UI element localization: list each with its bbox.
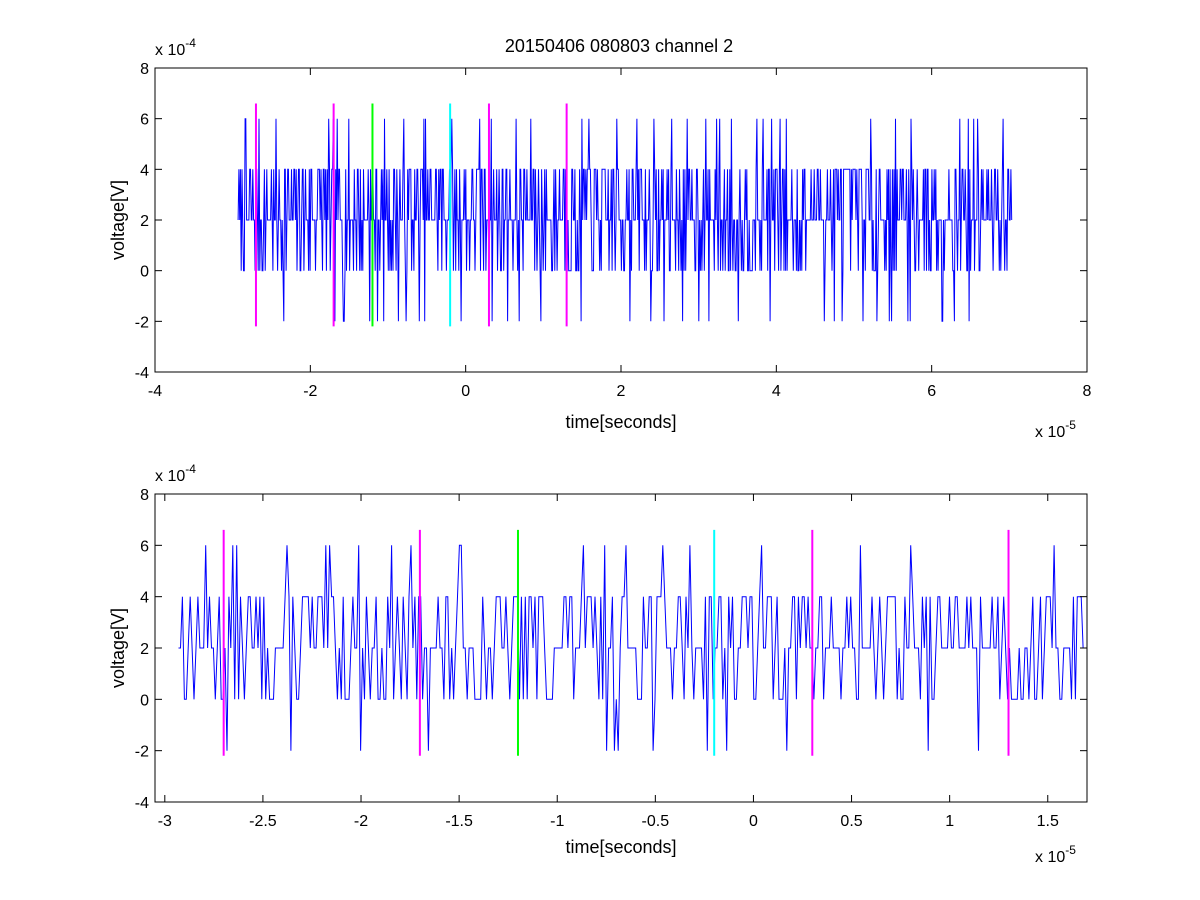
y-tick-label: 2 xyxy=(140,213,149,230)
x-tick-label: 2 xyxy=(617,383,626,400)
y-tick-label: 6 xyxy=(140,112,149,129)
x-tick-label: -2 xyxy=(303,383,317,400)
y-tick-label: 8 xyxy=(140,487,149,504)
x-tick-label: 1.5 xyxy=(1037,813,1059,830)
x-tick-label: -2.5 xyxy=(249,813,277,830)
bottom-plot: -3 -2.5 -2 -1.5 -1 -0.5 0 0.5 1 1.5 -4 -2 0 2 4 6 8 time… xyxy=(108,462,1088,866)
x-tick-label: -2 xyxy=(354,813,368,830)
signal-trace xyxy=(237,118,1013,322)
signal-trace xyxy=(178,544,1087,751)
bottom-y-multiplier: x 10-4 xyxy=(155,462,196,485)
x-tick-label: 4 xyxy=(772,383,781,400)
x-tick-label: -0.5 xyxy=(642,813,670,830)
x-tick-label: 6 xyxy=(927,383,936,400)
top-plot-marks xyxy=(237,103,1013,327)
y-tick-label: 8 xyxy=(140,61,149,78)
y-tick-label: -4 xyxy=(135,365,149,382)
y-tick-label: 2 xyxy=(140,641,149,658)
bottom-y-axis-label: voltage[V] xyxy=(108,608,128,688)
x-tick-label: 0.5 xyxy=(840,813,862,830)
bottom-plot-ticks: -3 -2.5 -2 -1.5 -1 -0.5 0 0.5 1 1.5 -4 -2 0 2 4 6 8 xyxy=(135,487,1087,830)
y-tick-label: 4 xyxy=(140,590,149,607)
x-tick-label: -4 xyxy=(148,383,162,400)
y-tick-label: 6 xyxy=(140,538,149,555)
top-x-multiplier: x 10-5 xyxy=(1035,418,1076,441)
top-y-multiplier: x 10-4 xyxy=(155,36,196,59)
x-tick-label: -3 xyxy=(158,813,172,830)
bottom-plot-marks xyxy=(178,529,1087,756)
top-plot-ticks: -4 -2 0 2 4 6 8 -4 -2 0 2 4 6 8 xyxy=(135,61,1092,400)
y-tick-label: 4 xyxy=(140,162,149,179)
x-tick-label: 0 xyxy=(461,383,470,400)
x-tick-label: -1.5 xyxy=(445,813,473,830)
x-tick-label: 0 xyxy=(749,813,758,830)
top-x-axis-label: time[seconds] xyxy=(565,412,676,432)
y-tick-label: -2 xyxy=(135,314,149,331)
bottom-x-multiplier: x 10-5 xyxy=(1035,843,1076,866)
y-tick-label: -2 xyxy=(135,744,149,761)
y-tick-label: 0 xyxy=(140,692,149,709)
x-tick-label: 8 xyxy=(1083,383,1092,400)
top-y-axis-label: voltage[V] xyxy=(108,180,128,260)
chart-title: 20150406 080803 channel 2 xyxy=(505,36,733,56)
x-tick-label: 1 xyxy=(945,813,954,830)
y-tick-label: -4 xyxy=(135,795,149,812)
x-tick-label: -1 xyxy=(550,813,564,830)
bottom-x-axis-label: time[seconds] xyxy=(565,837,676,857)
top-plot: -4 -2 0 2 4 6 8 -4 -2 0 2 4 6 8 time[seconds] voltage… xyxy=(108,36,1092,441)
y-tick-label: 0 xyxy=(140,264,149,281)
